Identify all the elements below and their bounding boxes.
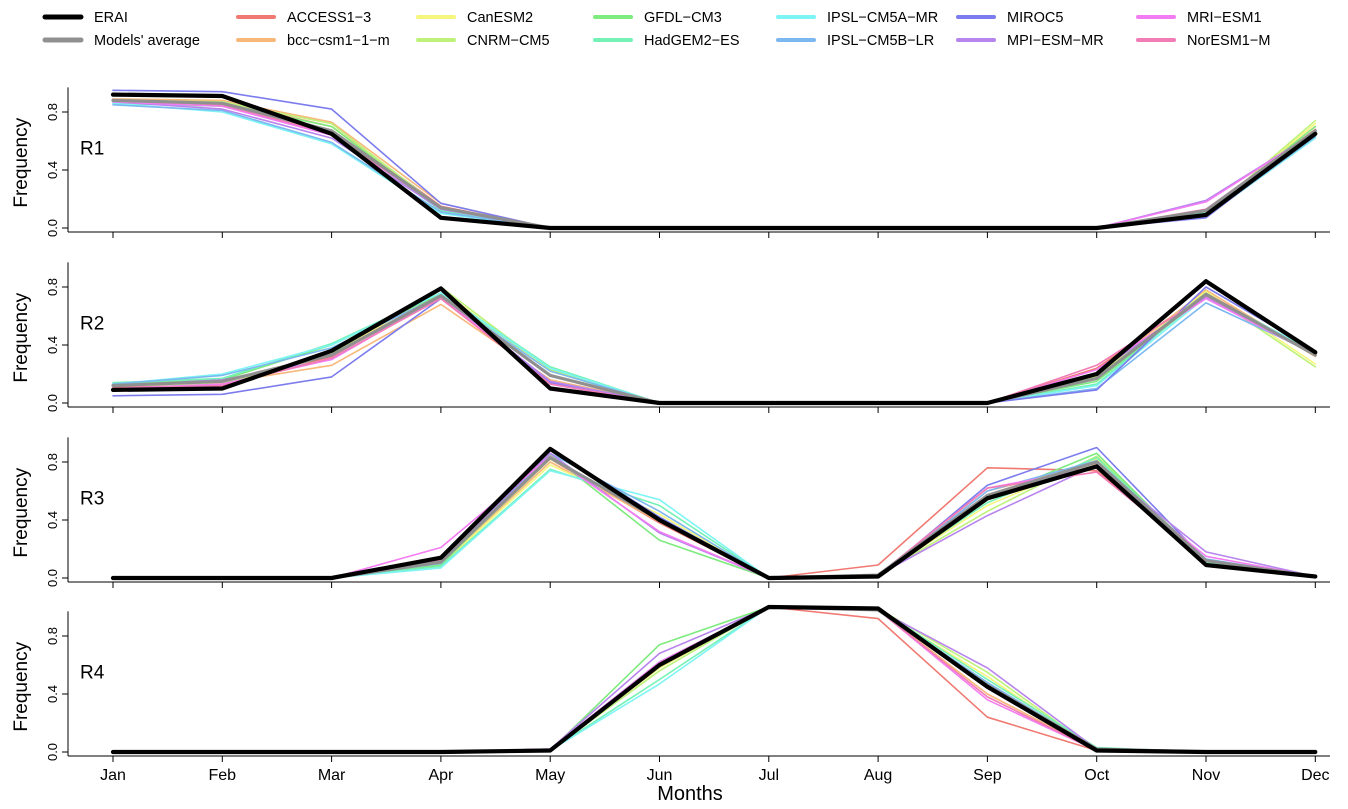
x-tick-label: Jan (100, 767, 126, 784)
series-line-models-average (111, 605, 1317, 754)
series-line-erai (110, 279, 1318, 406)
panel-label: R4 (80, 662, 105, 683)
series-line-access1-3 (112, 458, 1317, 579)
y-tick-label: 0.4 (45, 511, 60, 529)
legend-item-canesm2: CanESM2 (416, 10, 533, 26)
y-tick-label: 0.4 (45, 161, 60, 179)
series-line-access1-3 (112, 606, 1317, 753)
panel-r4: 0.0 0.4 0.8 Frequency R4 Jan Feb Mar Apr May Jun Ju… (11, 604, 1330, 784)
legend-item-ipsl-cm5b-lr: IPSL−CM5B−LR (776, 33, 934, 49)
legend-label: ACCESS1−3 (287, 10, 371, 26)
y-tick-label: 0.8 (45, 627, 60, 645)
legend-item-bcc-csm1-1-m: bcc−csm1−1−m (236, 33, 390, 49)
legend-label: CanESM2 (467, 10, 533, 26)
series-line-erai (110, 92, 1318, 231)
legend: ERAI Models' average ACCESS1−3 bcc−csm1−1−m… (42, 10, 1270, 49)
x-tick-label: Nov (1192, 767, 1220, 784)
legend-item-noresm1-m: NorESM1−M (1136, 33, 1270, 49)
x-tick-label: Jul (759, 767, 779, 784)
legend-item-models-average: Models' average (42, 33, 200, 49)
legend-label: GFDL−CM3 (644, 10, 722, 26)
legend-item-erai: ERAI (42, 10, 128, 26)
y-tick-label: 0.0 (45, 743, 60, 761)
legend-item-access1-3: ACCESS1−3 (236, 10, 371, 26)
y-axis-label: Frequency (11, 292, 32, 382)
x-tick-label: Sep (973, 767, 1002, 784)
legend-label: ERAI (94, 10, 128, 26)
legend-item-mpi-esm-mr: MPI−ESM−MR (956, 33, 1104, 49)
series-line-erai (110, 446, 1318, 581)
series-line-miroc5 (112, 606, 1317, 753)
legend-item-miroc5: MIROC5 (956, 10, 1063, 26)
x-tick-label: May (535, 767, 565, 784)
series-line-canesm2 (112, 458, 1317, 579)
x-tick-label: Dec (1301, 767, 1329, 784)
legend-item-gfdl-cm3: GFDL−CM3 (593, 10, 722, 26)
chart-panels: 0.0 0.4 0.8 Frequency R1 0.0 0.4 0.8 Frequency R2… (11, 87, 1330, 784)
y-tick-label: 0.0 (45, 569, 60, 587)
panel-r2: 0.0 0.4 0.8 Frequency R2 (11, 262, 1330, 413)
y-axis-label: Frequency (11, 467, 32, 557)
series-line-erai (110, 604, 1318, 755)
x-tick-label: Oct (1084, 767, 1109, 784)
panel-label: R1 (80, 138, 104, 159)
x-axis-label: Months (657, 783, 723, 805)
y-axis-label: Frequency (11, 117, 32, 207)
legend-item-mri-esm1: MRI−ESM1 (1136, 10, 1262, 26)
series-line-ipsl-cm5a-mr (112, 461, 1317, 579)
legend-label: MPI−ESM−MR (1007, 33, 1104, 49)
legend-label: IPSL−CM5A−MR (827, 10, 938, 26)
x-tick-label: Mar (318, 767, 346, 784)
legend-label: Models' average (94, 33, 200, 49)
series-line-ipsl-cm5a-mr (112, 606, 1317, 753)
series-line-mpi-esm-mr (112, 606, 1317, 753)
x-tick-label: Jun (647, 767, 673, 784)
series-line-cnrm-cm5 (112, 606, 1317, 753)
legend-item-cnrm-cm5: CNRM−CM5 (416, 33, 550, 49)
legend-label: CNRM−CM5 (467, 33, 550, 49)
series-line-ipsl-cm5b-lr (112, 606, 1317, 753)
y-tick-label: 0.0 (45, 219, 60, 237)
y-tick-label: 0.8 (45, 278, 60, 296)
panel-label: R2 (80, 313, 104, 334)
legend-label: IPSL−CM5B−LR (827, 33, 934, 49)
series-line-canesm2 (112, 606, 1317, 753)
series-line-models-average (111, 292, 1317, 405)
legend-label: bcc−csm1−1−m (287, 33, 390, 49)
series-line-gfdl-cm3 (112, 606, 1317, 753)
panel-r3: 0.0 0.4 0.8 Frequency R3 (11, 437, 1330, 588)
legend-label: NorESM1−M (1187, 33, 1270, 49)
x-tick-label: Apr (428, 767, 454, 784)
legend-item-ipsl-cm5a-mr: IPSL−CM5A−MR (776, 10, 938, 26)
legend-label: MRI−ESM1 (1187, 10, 1262, 26)
y-tick-label: 0.4 (45, 336, 60, 354)
series-line-bcc-csm1-1-m (112, 461, 1317, 579)
panel-r1: 0.0 0.4 0.8 Frequency R1 (11, 87, 1330, 238)
y-tick-label: 0.8 (45, 103, 60, 121)
panel-label: R3 (80, 488, 104, 509)
series-line-noresm1-m (112, 606, 1317, 753)
series-line-gfdl-cm3 (112, 452, 1317, 579)
x-tick-label: Feb (209, 767, 237, 784)
x-tick-label: Aug (864, 767, 892, 784)
series-line-mri-esm1 (112, 606, 1317, 753)
y-tick-label: 0.0 (45, 394, 60, 412)
series-line-miroc5 (112, 89, 1317, 229)
legend-item-hadgem2-es: HadGEM2−ES (593, 33, 740, 49)
legend-label: MIROC5 (1007, 10, 1063, 26)
y-tick-label: 0.8 (45, 453, 60, 471)
y-axis-label: Frequency (11, 641, 32, 731)
series-line-hadgem2-es (112, 606, 1317, 753)
series-line-bcc-csm1-1-m (112, 606, 1317, 753)
legend-label: HadGEM2−ES (644, 33, 740, 49)
y-tick-label: 0.4 (45, 685, 60, 703)
